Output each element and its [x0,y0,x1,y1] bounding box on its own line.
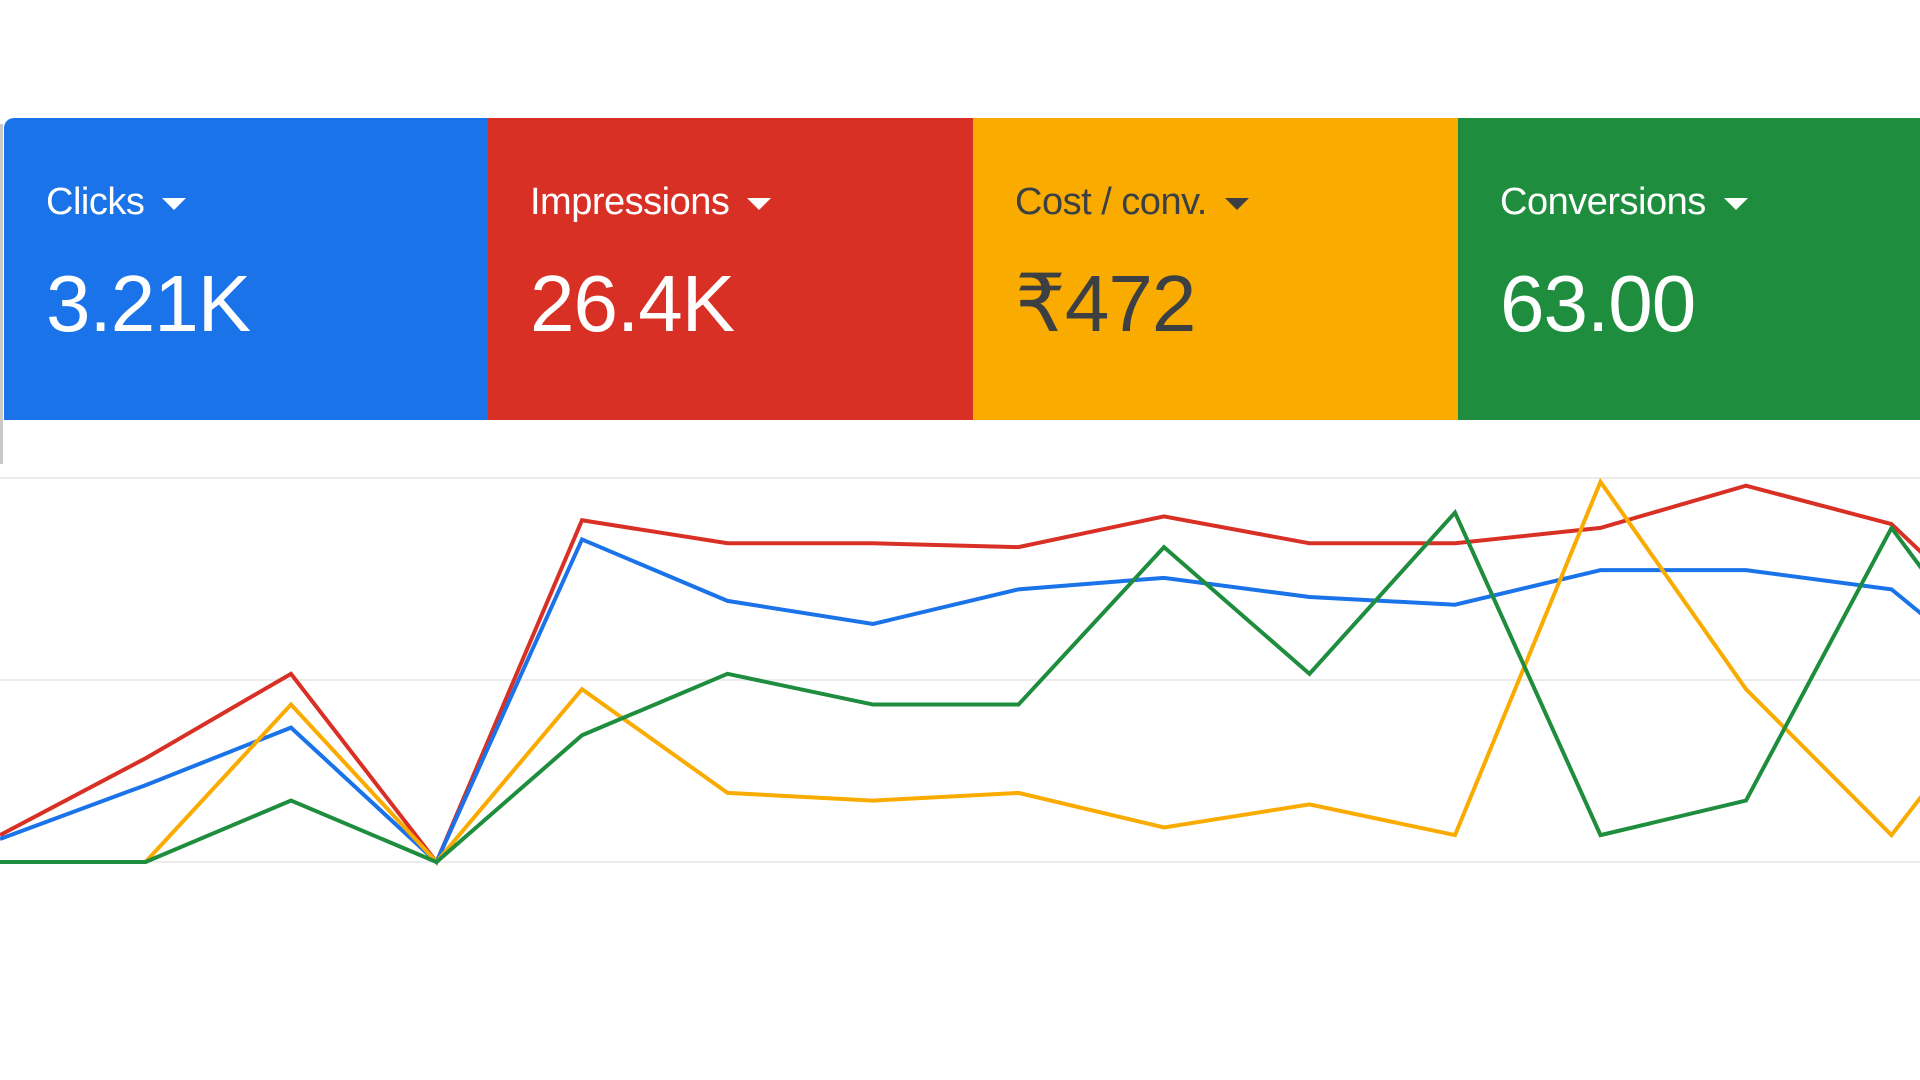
metric-label-row[interactable]: Cost / conv. [1015,180,1458,223]
metric-label: Impressions [530,180,730,223]
caret-down-icon[interactable] [1723,198,1748,210]
metric-label-row[interactable]: Conversions [1500,180,1920,223]
performance-line-chart [0,477,1920,866]
metric-label: Conversions [1500,180,1706,223]
metric-value: 3.21K [46,259,251,348]
metric-label-row[interactable]: Impressions [530,180,973,223]
metric-card-cost-per-conversion[interactable]: Cost / conv. ₹472 [973,118,1458,420]
caret-down-icon[interactable] [747,198,772,210]
metric-card-clicks[interactable]: Clicks 3.21K [4,118,488,420]
metric-card-impressions[interactable]: Impressions 26.4K [488,118,973,420]
metric-label: Cost / conv. [1015,180,1207,223]
left-border-rule [0,124,3,464]
series-line-0 [0,483,1920,866]
caret-down-icon[interactable] [162,198,187,210]
metric-card-conversions[interactable]: Conversions 63.00 [1458,118,1920,420]
series-line-1 [0,536,1920,866]
metric-value: 26.4K [530,259,735,348]
chart-gridlines [0,477,1920,863]
metric-label: Clicks [46,180,145,223]
metric-label-row[interactable]: Clicks [46,180,488,223]
chart-series [0,477,1920,866]
caret-down-icon[interactable] [1224,198,1249,210]
series-line-3 [0,508,1920,865]
metric-cards: Clicks 3.21K Impressions 26.4K Cost / co… [4,118,1920,420]
metric-value: ₹472 [1015,259,1196,348]
metric-value: 63.00 [1500,259,1696,348]
series-line-2 [0,477,1920,866]
